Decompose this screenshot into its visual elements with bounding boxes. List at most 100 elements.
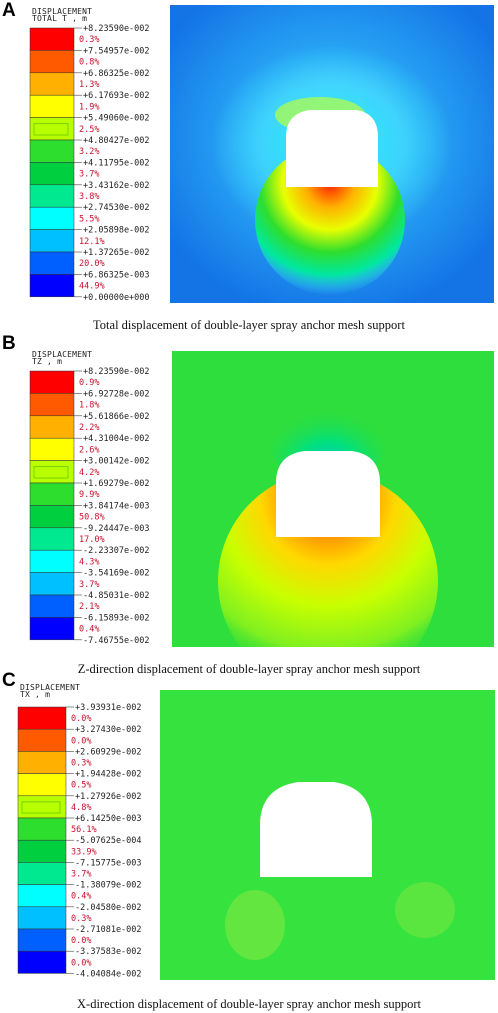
legend-scale-b: 0.9% 1.8% 2.2% 2.6% 4.2% 9.9% 50.8% 17.0% 4.3% 3.… [29, 367, 150, 646]
legend-value: -4.04084e-002 [75, 969, 142, 979]
legend-swatch-outline [33, 466, 69, 479]
legend-percent: 1.8% [79, 401, 99, 411]
legend-swatch [29, 549, 75, 573]
legend-scale-c: 0.0% 0.0% 0.3% 0.5% 4.8% 56.1% 33.9% 3.7% 0.4% 0.… [17, 703, 142, 979]
legend-swatch [29, 415, 75, 439]
legend-value: +1.37265e-002 [83, 248, 150, 258]
legend-percent: 17.0% [79, 535, 105, 545]
legend-percent: 3.7% [71, 870, 91, 880]
legend-swatch [29, 229, 75, 253]
legend-c: DISPLACEMENT TX , m 0.0% 0.0% 0.3% 0.5% 4.8%… [17, 676, 168, 981]
legend-b: DISPLACEMENT TZ , m 0.9% 1.8% 2.2% 2.6% 4.2%… [29, 343, 170, 648]
legend-title-a: DISPLACEMENT [32, 7, 93, 16]
legend-swatch [29, 27, 75, 51]
panel-letter-c: C [2, 670, 16, 691]
caption-c: X-direction displacement of double-layer… [77, 997, 421, 1011]
legend-swatch [29, 527, 75, 551]
legend-value: +6.17693e-002 [83, 91, 150, 101]
legend-swatch [29, 162, 75, 186]
legend-value: +3.27430e-002 [75, 725, 142, 735]
legend-swatch [17, 862, 67, 885]
legend-swatch [17, 839, 67, 863]
legend-value: +7.54957e-002 [83, 46, 150, 56]
legend-swatch [29, 117, 75, 141]
legend-percent: 20.0% [79, 259, 105, 269]
legend-swatch [29, 617, 75, 641]
legend-swatch [29, 505, 75, 529]
legend-percent: 0.3% [71, 759, 91, 769]
tunnel-opening [286, 110, 378, 187]
legend-percent: 0.0% [71, 958, 91, 968]
legend-value: +1.94428e-002 [75, 770, 142, 780]
legend-percent: 0.0% [71, 936, 91, 946]
legend-swatch [29, 251, 75, 275]
legend-value: -3.37583e-002 [75, 947, 142, 957]
legend-percent: 1.3% [79, 80, 99, 90]
legend-percent: 50.8% [79, 513, 105, 523]
legend-value: -1.38079e-002 [75, 881, 142, 891]
legend-value: -4.85031e-002 [83, 591, 150, 601]
contour-plot-b [172, 351, 494, 647]
legend-percent: 4.3% [79, 557, 99, 567]
legend-swatch [17, 773, 67, 797]
legend-percent: 4.2% [79, 468, 99, 478]
legend-value: +4.31004e-002 [83, 434, 150, 444]
legend-swatch [17, 706, 67, 730]
legend-subtitle-a: TOTAL T , m [32, 14, 88, 23]
legend-swatch [29, 139, 75, 163]
legend-subtitle-b: TZ , m [32, 357, 63, 366]
legend-value: +6.86325e-003 [83, 270, 150, 280]
legend-value: +8.23590e-002 [83, 367, 150, 377]
panel-letter-a: A [2, 0, 16, 21]
panel-letter-b: B [2, 333, 16, 354]
legend-value: +2.60929e-002 [75, 747, 142, 757]
legend-percent: 5.5% [79, 214, 99, 224]
legend-value: -6.15893e-002 [83, 613, 150, 623]
legend-percent: 33.9% [71, 847, 97, 857]
legend-subtitle-c: TX , m [20, 690, 51, 699]
legend-swatch [29, 594, 75, 618]
legend-swatch [29, 206, 75, 230]
legend-value: -5.07625e-004 [75, 836, 142, 846]
legend-value: +5.49060e-002 [83, 114, 150, 124]
legend-value: +3.00142e-002 [83, 457, 150, 467]
legend-percent: 3.7% [79, 170, 99, 180]
legend-swatch [17, 950, 67, 974]
legend-swatch [17, 795, 67, 819]
legend-value: +6.86325e-002 [83, 69, 150, 79]
legend-percent: 0.3% [79, 35, 99, 45]
contour-plot-c [160, 690, 495, 980]
legend-percent: 2.1% [79, 602, 99, 612]
legend-percent: 0.8% [79, 58, 99, 68]
legend-percent: 44.9% [79, 282, 105, 292]
legend-value: +3.43162e-002 [83, 181, 150, 191]
legend-swatch-outline [21, 801, 61, 814]
legend-percent: 12.1% [79, 237, 105, 247]
legend-swatch [29, 274, 75, 298]
legend-value: +6.92728e-002 [83, 389, 150, 399]
legend-value: +0.00000e+000 [83, 293, 150, 303]
legend-percent: 2.5% [79, 125, 99, 135]
legend-value: -9.24447e-003 [83, 524, 150, 534]
legend-swatch [29, 72, 75, 96]
legend-swatch [29, 393, 75, 417]
legend-percent: 0.5% [71, 781, 91, 791]
legend-swatch [17, 817, 67, 841]
legend-swatch [17, 751, 67, 774]
legend-percent: 0.4% [71, 892, 91, 902]
legend-value: +3.84174e-003 [83, 501, 150, 511]
legend-swatch [29, 437, 75, 461]
legend-percent: 9.9% [79, 490, 99, 500]
tunnel-opening [260, 782, 372, 877]
caption-a: Total displacement of double-layer spray… [93, 318, 405, 332]
legend-percent: 3.8% [79, 192, 99, 202]
legend-title-b: DISPLACEMENT [32, 350, 93, 359]
legend-value: +6.14250e-003 [75, 814, 142, 824]
legend-value: -2.23307e-002 [83, 546, 150, 556]
legend-value: +3.93931e-002 [75, 703, 142, 713]
legend-value: +2.74530e-002 [83, 203, 150, 213]
legend-value: -7.46755e-002 [83, 636, 150, 646]
legend-swatch [29, 572, 75, 596]
legend-value: +4.11795e-002 [83, 158, 150, 168]
legend-scale-a: 0.3% 0.8% 1.3% 1.9% 2.5% 3.2% 3.7% 3.8% 5.5% 12.1… [29, 24, 150, 303]
